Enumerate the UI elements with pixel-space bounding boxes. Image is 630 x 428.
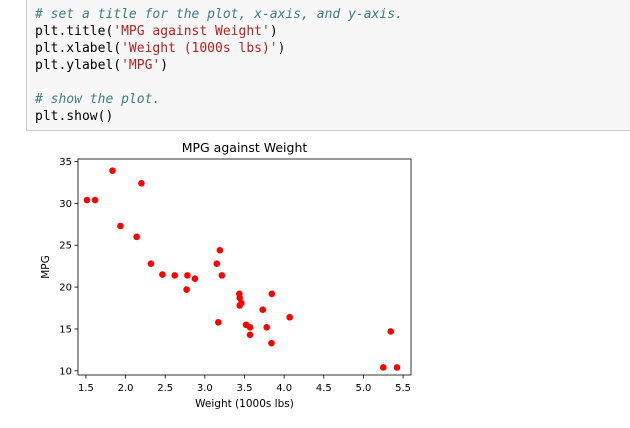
code-line: plt.title('MPG against Weight') bbox=[35, 23, 403, 40]
scatter-point bbox=[191, 275, 199, 283]
scatter-point bbox=[91, 196, 99, 204]
scatter-point bbox=[286, 313, 293, 321]
scatter-point bbox=[259, 306, 267, 313]
scatter-point bbox=[236, 294, 244, 302]
y-tick-label: 25 bbox=[59, 241, 72, 252]
y-tick-label: 10 bbox=[59, 366, 72, 377]
y-axis-label: MPG bbox=[40, 255, 52, 279]
scatter-point bbox=[171, 272, 179, 279]
scatter-point bbox=[218, 272, 226, 279]
code-comment: # set a title for the plot, x-axis, and … bbox=[35, 7, 403, 22]
chart-title: MPG against Weight bbox=[182, 140, 308, 155]
scatter-point bbox=[268, 290, 276, 298]
scatter-point bbox=[263, 323, 271, 331]
scatter-point bbox=[246, 323, 254, 331]
scatter-point bbox=[268, 339, 275, 347]
code-token: plt.ylabel( bbox=[35, 58, 122, 73]
scatter-point bbox=[109, 167, 116, 175]
code-line: # show the plot. bbox=[35, 91, 403, 108]
scatter-point bbox=[159, 271, 166, 278]
x-tick-label: 2.0 bbox=[118, 383, 134, 394]
scatter-point bbox=[387, 328, 395, 335]
code-comment: # show the plot. bbox=[35, 92, 161, 107]
code-token: plt.xlabel( bbox=[35, 41, 122, 56]
code-string: 'MPG' bbox=[121, 58, 161, 73]
y-tick-label: 30 bbox=[59, 199, 72, 210]
scatter-point bbox=[246, 331, 254, 339]
x-tick-label: 3.0 bbox=[197, 383, 213, 394]
scatter-point bbox=[138, 179, 145, 187]
code-editor[interactable]: # set a title for the plot, x-axis, and … bbox=[35, 6, 403, 125]
code-token: plt.show() bbox=[35, 109, 114, 124]
scatter-point bbox=[238, 299, 245, 307]
scatter-point bbox=[393, 364, 401, 371]
code-line: plt.show() bbox=[35, 108, 403, 125]
x-tick-label: 5.5 bbox=[395, 383, 411, 394]
y-tick-label: 20 bbox=[59, 283, 72, 294]
x-axis-label: Weight (1000s lbs) bbox=[195, 398, 294, 410]
x-tick-label: 2.5 bbox=[157, 383, 173, 394]
x-tick-label: 4.0 bbox=[276, 383, 292, 394]
scatter-point bbox=[213, 260, 221, 267]
code-line: plt.ylabel('MPG') bbox=[35, 57, 403, 74]
scatter-point bbox=[83, 196, 91, 204]
scatter-point bbox=[216, 246, 224, 254]
code-string: 'Weight (1000s lbs)' bbox=[121, 41, 278, 56]
scatter-point bbox=[184, 272, 191, 279]
scatter-point bbox=[183, 286, 190, 293]
code-line: plt.xlabel('Weight (1000s lbs)') bbox=[35, 40, 403, 57]
output-area: 1.5 2.0 2.5 3.0 3.5 4.0 4.5 5.0 5.5 10 15 20 25 30 35 … bbox=[0, 131, 630, 424]
code-cell[interactable]: # set a title for the plot, x-axis, and … bbox=[26, 0, 630, 131]
x-tick-label: 1.5 bbox=[78, 383, 94, 394]
scatter-point bbox=[379, 364, 387, 371]
x-tick-label: 4.5 bbox=[316, 383, 332, 394]
scatter-point bbox=[215, 318, 222, 326]
scatter-point bbox=[133, 233, 140, 241]
scatter-point bbox=[117, 222, 124, 230]
scatter-chart: 1.5 2.0 2.5 3.0 3.5 4.0 4.5 5.0 5.5101520253035 … bbox=[40, 140, 412, 410]
plot-frame bbox=[77, 158, 412, 376]
scatter-point bbox=[147, 260, 155, 267]
code-string: 'MPG against Weight' bbox=[113, 24, 270, 39]
code-line bbox=[35, 74, 403, 91]
x-tick-label: 3.5 bbox=[237, 383, 253, 394]
code-line: # set a title for the plot, x-axis, and … bbox=[35, 6, 403, 23]
x-tick-label: 5.0 bbox=[355, 383, 371, 394]
code-token: ) bbox=[269, 24, 278, 39]
y-tick-label: 15 bbox=[59, 324, 72, 335]
y-tick-label: 35 bbox=[59, 157, 72, 168]
code-token: ) bbox=[277, 41, 286, 56]
code-token: plt.title( bbox=[35, 24, 114, 39]
code-token: ) bbox=[160, 58, 169, 73]
